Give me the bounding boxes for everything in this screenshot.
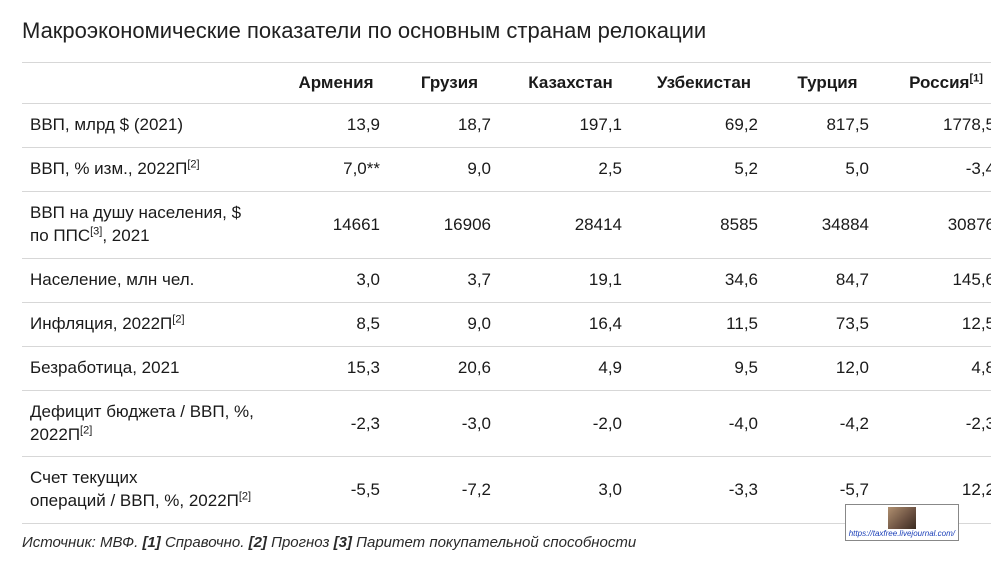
- cell: 34,6: [636, 258, 772, 302]
- col-armenia: Армения: [278, 63, 394, 104]
- cell: 11,5: [636, 302, 772, 346]
- cell: 8585: [636, 191, 772, 258]
- table-row: ВВП, % изм., 2022П[2] 7,0** 9,0 2,5 5,2 …: [22, 147, 991, 191]
- page-title: Макроэкономические показатели по основны…: [22, 18, 969, 44]
- cell: -2,0: [505, 390, 636, 457]
- row-label: Безработица, 2021: [22, 346, 278, 390]
- col-uzbekistan: Узбекистан: [636, 63, 772, 104]
- col-kazakhstan: Казахстан: [505, 63, 636, 104]
- cell: 145,6: [883, 258, 991, 302]
- cell: 16906: [394, 191, 505, 258]
- cell: 7,0**: [278, 147, 394, 191]
- row-label: Население, млн чел.: [22, 258, 278, 302]
- cell: 84,7: [772, 258, 883, 302]
- cell: 8,5: [278, 302, 394, 346]
- source-note: Источник: МВФ. [1] Справочно. [2] Прогно…: [22, 534, 969, 551]
- cell: 9,0: [394, 147, 505, 191]
- cell: -4,2: [772, 390, 883, 457]
- table-row: Население, млн чел. 3,0 3,7 19,1 34,6 84…: [22, 258, 991, 302]
- cell: 28414: [505, 191, 636, 258]
- cell: 5,0: [772, 147, 883, 191]
- row-label: Счет текущих операций / ВВП, %, 2022П[2]: [22, 457, 278, 524]
- cell: 9,0: [394, 302, 505, 346]
- cell: 12,0: [772, 346, 883, 390]
- table-row: Безработица, 2021 15,3 20,6 4,9 9,5 12,0…: [22, 346, 991, 390]
- table-row: ВВП, млрд $ (2021) 13,9 18,7 197,1 69,2 …: [22, 104, 991, 148]
- cell: 20,6: [394, 346, 505, 390]
- cell: 3,0: [278, 258, 394, 302]
- cell: 14661: [278, 191, 394, 258]
- cell: 12,5: [883, 302, 991, 346]
- col-russia: Россия[1]: [883, 63, 991, 104]
- cell: 73,5: [772, 302, 883, 346]
- cell: 15,3: [278, 346, 394, 390]
- cell: 34884: [772, 191, 883, 258]
- col-turkey: Турция: [772, 63, 883, 104]
- cell: 30876: [883, 191, 991, 258]
- cell: 19,1: [505, 258, 636, 302]
- cell: 4,8: [883, 346, 991, 390]
- cell: 3,0: [505, 457, 636, 524]
- cell: -3,4: [883, 147, 991, 191]
- col-russia-label: Россия: [909, 73, 969, 92]
- table-row: Дефицит бюджета / ВВП, %, 2022П[2] -2,3 …: [22, 390, 991, 457]
- cell: 69,2: [636, 104, 772, 148]
- table-row: ВВП на душу населения, $ по ППС[3], 2021…: [22, 191, 991, 258]
- cell: -2,3: [278, 390, 394, 457]
- table-row: Инфляция, 2022П[2] 8,5 9,0 16,4 11,5 73,…: [22, 302, 991, 346]
- watermark-badge: https://taxfree.livejournal.com/: [845, 504, 959, 541]
- cell: -3,3: [636, 457, 772, 524]
- table-header-row: Армения Грузия Казахстан Узбекистан Турц…: [22, 63, 991, 104]
- cell: 5,2: [636, 147, 772, 191]
- watermark-url: https://taxfree.livejournal.com/: [849, 529, 955, 538]
- cell: 3,7: [394, 258, 505, 302]
- cell: -2,3: [883, 390, 991, 457]
- col-blank: [22, 63, 278, 104]
- cell: 2,5: [505, 147, 636, 191]
- macro-table: Армения Грузия Казахстан Узбекистан Турц…: [22, 62, 991, 524]
- cell: -3,0: [394, 390, 505, 457]
- cell: 13,9: [278, 104, 394, 148]
- col-georgia: Грузия: [394, 63, 505, 104]
- avatar-icon: [888, 507, 916, 529]
- cell: 4,9: [505, 346, 636, 390]
- cell: 197,1: [505, 104, 636, 148]
- cell: 9,5: [636, 346, 772, 390]
- cell: 16,4: [505, 302, 636, 346]
- row-label: ВВП, млрд $ (2021): [22, 104, 278, 148]
- cell: 1778,5: [883, 104, 991, 148]
- row-label: ВВП на душу населения, $ по ППС[3], 2021: [22, 191, 278, 258]
- cell: -5,5: [278, 457, 394, 524]
- col-russia-ref: [1]: [969, 72, 982, 84]
- cell: 817,5: [772, 104, 883, 148]
- row-label: Инфляция, 2022П[2]: [22, 302, 278, 346]
- cell: 18,7: [394, 104, 505, 148]
- row-label: Дефицит бюджета / ВВП, %, 2022П[2]: [22, 390, 278, 457]
- row-label: ВВП, % изм., 2022П[2]: [22, 147, 278, 191]
- cell: -7,2: [394, 457, 505, 524]
- cell: -4,0: [636, 390, 772, 457]
